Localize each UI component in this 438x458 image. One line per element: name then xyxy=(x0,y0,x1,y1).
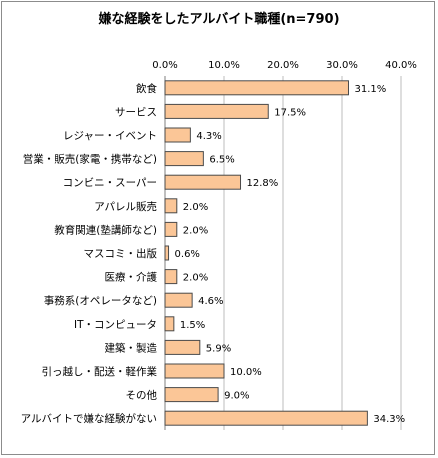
value-label: 6.5% xyxy=(209,155,234,166)
x-tick-label: 30.0% xyxy=(326,60,358,71)
value-label: 4.6% xyxy=(198,296,223,307)
bar xyxy=(164,174,242,190)
bar xyxy=(164,316,175,332)
value-label: 5.9% xyxy=(206,343,231,354)
value-label: 9.0% xyxy=(224,391,249,402)
bar xyxy=(164,221,178,237)
bar xyxy=(164,245,170,261)
category-label: IT・コンピュータ xyxy=(74,319,157,331)
chart-title: 嫌な経験をしたアルバイト職種(n=790) xyxy=(97,11,339,27)
bar xyxy=(164,292,193,308)
category-label: 飲食 xyxy=(136,82,157,95)
bar xyxy=(164,339,201,355)
category-label: マスコミ・出版 xyxy=(84,247,158,260)
value-label: 2.0% xyxy=(183,273,208,284)
value-labels: 31.1% 17.5% 4.3% 6.5% 12.8% 2.0% 2.0% 0.6% 2.0% 4… xyxy=(175,84,406,425)
category-label: サービス xyxy=(115,106,157,118)
bar xyxy=(164,127,191,143)
category-label: アルバイトで嫌な経験がない xyxy=(21,412,157,425)
bar xyxy=(164,387,219,403)
value-label: 2.0% xyxy=(183,225,208,236)
category-label: コンビニ・スーパー xyxy=(63,177,157,189)
category-label: その他 xyxy=(126,389,158,402)
bar xyxy=(164,80,349,96)
x-tick-label: 20.0% xyxy=(267,60,299,71)
category-label: 引っ越し・配送・軽作業 xyxy=(42,365,158,378)
bar xyxy=(164,410,368,426)
x-tick-label: 40.0% xyxy=(385,60,417,71)
bar xyxy=(164,198,178,214)
x-tick-label: 10.0% xyxy=(208,60,240,71)
value-label: 0.6% xyxy=(175,249,200,260)
bar xyxy=(164,103,269,119)
value-label: 4.3% xyxy=(196,131,221,142)
bars xyxy=(164,80,368,426)
category-label: 建築・製造 xyxy=(105,341,158,354)
category-label: アパレル販売 xyxy=(94,200,157,213)
value-label: 1.5% xyxy=(180,320,205,331)
value-label: 10.0% xyxy=(230,367,262,378)
value-label: 34.3% xyxy=(373,414,405,425)
category-label: 事務系(オペレータなど) xyxy=(44,294,157,307)
x-tick-label: 0.0% xyxy=(152,60,177,71)
category-label: 医療・介護 xyxy=(105,271,158,284)
bar xyxy=(164,269,178,285)
category-label: レジャー・イベント xyxy=(63,130,157,142)
category-label: 営業・販売(家電・携帯など) xyxy=(23,153,157,166)
category-label: 教育関連(塾講師など) xyxy=(54,223,157,236)
value-label: 31.1% xyxy=(354,84,386,95)
value-label: 12.8% xyxy=(247,178,279,189)
bar xyxy=(164,151,204,167)
value-label: 2.0% xyxy=(183,202,208,213)
bar xyxy=(164,363,225,379)
x-axis-ticks: 0.0% 10.0% 20.0% 30.0% 40.0% xyxy=(152,60,417,71)
value-label: 17.5% xyxy=(274,107,306,118)
